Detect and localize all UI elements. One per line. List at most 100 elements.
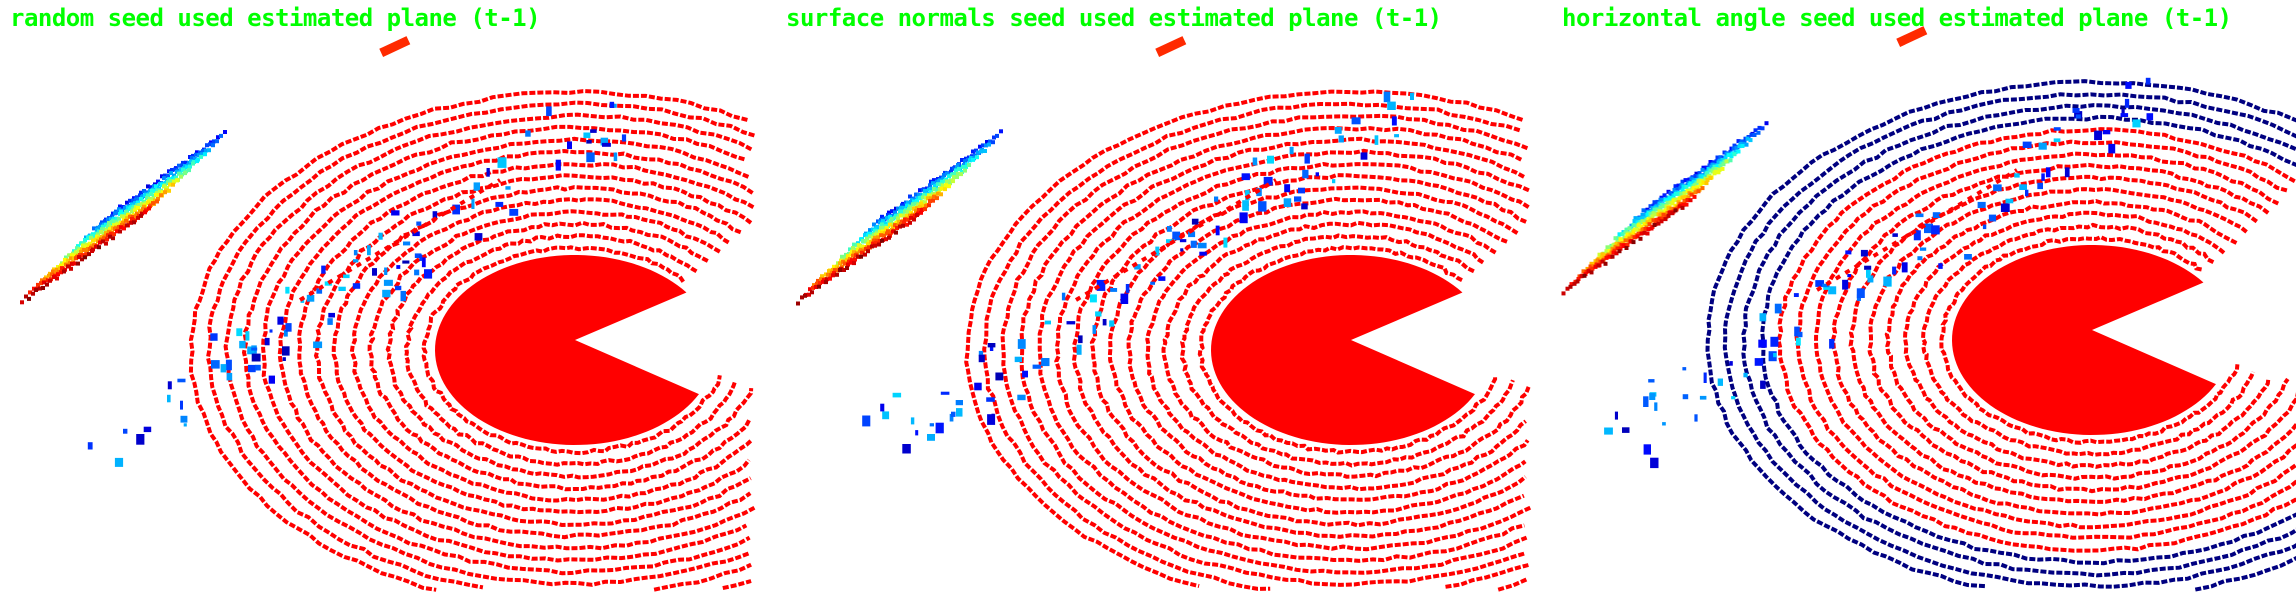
obstacle-point xyxy=(419,254,423,261)
building-point xyxy=(866,242,870,247)
building-point xyxy=(843,261,847,266)
obstacle-point xyxy=(400,290,406,302)
ground-ring xyxy=(313,173,753,528)
building-point xyxy=(1616,244,1621,249)
building-point xyxy=(880,222,884,227)
obstacle-point xyxy=(1770,336,1779,347)
ground-ring xyxy=(1071,161,1530,539)
building-point xyxy=(201,149,205,154)
building-point xyxy=(923,207,927,212)
ground-ring xyxy=(223,112,753,587)
building-point xyxy=(184,160,188,165)
building-point xyxy=(899,213,903,218)
building-point xyxy=(85,248,89,253)
obstacle-point xyxy=(987,414,996,425)
obstacle-point xyxy=(2145,77,2151,85)
building-point xyxy=(866,249,870,254)
obstacle-point xyxy=(421,257,426,268)
obstacle-point xyxy=(902,444,911,454)
obstacle-point xyxy=(1864,265,1872,270)
building-point xyxy=(810,290,814,295)
building-point xyxy=(194,152,198,157)
building-point xyxy=(899,205,903,210)
obstacle-point xyxy=(1332,179,1336,184)
ground-ring xyxy=(1037,136,1525,563)
building-point xyxy=(861,239,865,243)
ground-ring xyxy=(349,197,754,503)
obstacle-point xyxy=(1239,212,1248,224)
building-point xyxy=(168,182,172,187)
building-point xyxy=(1640,227,1645,232)
building-point xyxy=(1635,227,1640,232)
building-point xyxy=(125,216,129,221)
building-point xyxy=(1614,241,1619,246)
building-point xyxy=(1656,221,1661,226)
point-cloud-horizontal xyxy=(1561,26,2296,592)
building-point xyxy=(1684,185,1689,189)
obstacle-point xyxy=(1648,379,1655,383)
building-point xyxy=(1684,202,1689,207)
obstacle-point xyxy=(1283,198,1292,207)
obstacle-point xyxy=(955,400,963,406)
obstacle-point xyxy=(1289,146,1294,155)
building-point xyxy=(166,180,170,185)
building-point xyxy=(1672,188,1677,192)
building-point xyxy=(117,207,121,212)
building-point xyxy=(953,171,957,176)
building-point xyxy=(840,254,844,259)
building-point xyxy=(216,135,220,140)
building-point xyxy=(1648,211,1653,216)
building-point xyxy=(1621,244,1626,248)
obstacle-point xyxy=(1120,293,1129,304)
building-point xyxy=(96,232,100,237)
obstacle-point xyxy=(995,372,1004,381)
building-point xyxy=(978,144,982,149)
building-point xyxy=(1660,216,1665,221)
building-point xyxy=(1665,200,1670,205)
building-point xyxy=(1704,171,1709,176)
obstacle-point xyxy=(1892,266,1897,275)
building-point xyxy=(1745,136,1750,141)
building-point xyxy=(848,247,852,252)
building-point xyxy=(52,267,56,272)
building-point xyxy=(1760,126,1765,131)
obstacle-point xyxy=(1383,91,1391,103)
building-point xyxy=(1618,237,1623,242)
building-point xyxy=(987,142,991,147)
obstacle-point xyxy=(1917,256,1923,261)
building-point xyxy=(1652,200,1657,205)
building-point xyxy=(888,222,892,227)
obstacle-point xyxy=(432,211,438,218)
building-point xyxy=(873,235,877,240)
building-point xyxy=(1709,165,1714,169)
building-point xyxy=(863,233,867,238)
building-point xyxy=(1680,205,1685,210)
obstacle-point xyxy=(1298,187,1305,194)
obstacle-point xyxy=(2005,198,2014,204)
obstacle-point xyxy=(1964,254,1972,260)
building-point xyxy=(894,230,898,235)
building-point xyxy=(101,224,105,229)
building-point xyxy=(1642,222,1647,227)
ground-points xyxy=(188,89,756,592)
building-point xyxy=(928,199,932,204)
building-point xyxy=(150,188,154,193)
building-point xyxy=(155,199,159,204)
obstacle-point xyxy=(915,430,919,436)
obstacle-point xyxy=(2025,189,2029,197)
building-point xyxy=(1661,204,1666,209)
obstacle-point xyxy=(495,201,504,207)
building-point xyxy=(110,214,114,219)
obstacle-point xyxy=(1892,233,1898,237)
building-point xyxy=(113,227,117,231)
obstacle-point xyxy=(2121,108,2125,115)
building-point xyxy=(1572,281,1577,286)
building-point xyxy=(1627,236,1632,241)
building-point xyxy=(142,189,146,193)
building-point xyxy=(1645,212,1650,217)
building-point xyxy=(800,295,804,300)
building-point xyxy=(933,184,937,189)
building-point xyxy=(180,172,184,177)
building-point xyxy=(1659,219,1664,224)
building-point xyxy=(1718,155,1723,160)
